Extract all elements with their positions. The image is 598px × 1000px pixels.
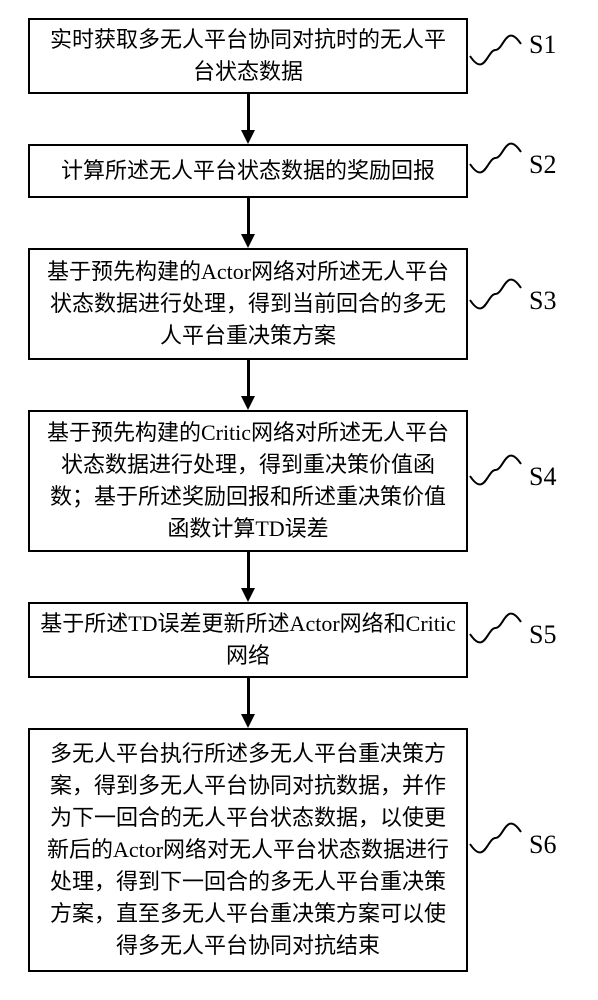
label-connector <box>468 440 523 505</box>
arrow-line <box>247 678 250 714</box>
step-text: 基于预先构建的Critic网络对所述无人平台状态数据进行处理，得到重决策价值函数… <box>40 417 456 545</box>
step-label-s2: S2 <box>529 150 556 180</box>
label-connector <box>468 598 523 663</box>
step-label-s4: S4 <box>529 462 556 492</box>
step-text: 基于所述TD误差更新所述Actor网络和Critic网络 <box>40 608 456 672</box>
step-label-s5: S5 <box>529 620 556 650</box>
step-box-s4: 基于预先构建的Critic网络对所述无人平台状态数据进行处理，得到重决策价值函数… <box>28 410 468 552</box>
arrow-head-icon <box>241 588 255 602</box>
label-connector <box>468 264 523 329</box>
arrow-head-icon <box>241 714 255 728</box>
step-label-s6: S6 <box>529 830 556 860</box>
flowchart-container: 实时获取多无人平台协同对抗时的无人平台状态数据 S1 计算所述无人平台状态数据的奖… <box>0 0 598 1000</box>
arrow-line <box>247 360 250 396</box>
arrow-head-icon <box>241 396 255 410</box>
step-label-s3: S3 <box>529 286 556 316</box>
step-text: 实时获取多无人平台协同对抗时的无人平台状态数据 <box>40 24 456 88</box>
step-box-s2: 计算所述无人平台状态数据的奖励回报 <box>28 144 468 198</box>
label-connector <box>468 128 523 193</box>
step-box-s6: 多无人平台执行所述多无人平台重决策方案，得到多无人平台协同对抗数据，并作为下一回… <box>28 728 468 972</box>
label-connector <box>468 20 523 85</box>
arrow-head-icon <box>241 234 255 248</box>
arrow-head-icon <box>241 130 255 144</box>
arrow-line <box>247 94 250 130</box>
step-text: 计算所述无人平台状态数据的奖励回报 <box>61 155 435 187</box>
step-label-s1: S1 <box>529 30 556 60</box>
step-text: 基于预先构建的Actor网络对所述无人平台状态数据进行处理，得到当前回合的多无人… <box>40 256 456 352</box>
step-box-s5: 基于所述TD误差更新所述Actor网络和Critic网络 <box>28 602 468 678</box>
step-text: 多无人平台执行所述多无人平台重决策方案，得到多无人平台协同对抗数据，并作为下一回… <box>40 738 456 961</box>
arrow-line <box>247 552 250 588</box>
arrow-line <box>247 198 250 234</box>
step-box-s3: 基于预先构建的Actor网络对所述无人平台状态数据进行处理，得到当前回合的多无人… <box>28 248 468 360</box>
step-box-s1: 实时获取多无人平台协同对抗时的无人平台状态数据 <box>28 18 468 94</box>
label-connector <box>468 808 523 873</box>
